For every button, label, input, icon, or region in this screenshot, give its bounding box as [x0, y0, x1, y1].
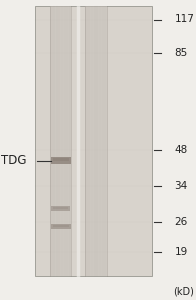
Text: 26: 26 — [175, 217, 188, 227]
Text: TDG: TDG — [1, 154, 26, 167]
Text: (kD): (kD) — [173, 286, 194, 296]
Bar — [51, 206, 70, 211]
Text: 117: 117 — [175, 14, 194, 25]
Bar — [35, 6, 152, 276]
Bar — [50, 6, 71, 276]
Text: 19: 19 — [175, 247, 188, 257]
Text: 34: 34 — [175, 181, 188, 191]
Bar — [53, 225, 69, 227]
Bar — [53, 158, 69, 161]
Text: 85: 85 — [175, 47, 188, 58]
Bar — [53, 207, 68, 209]
Bar — [51, 157, 71, 164]
Bar — [51, 224, 71, 229]
Text: 48: 48 — [175, 145, 188, 155]
Bar — [85, 6, 107, 276]
